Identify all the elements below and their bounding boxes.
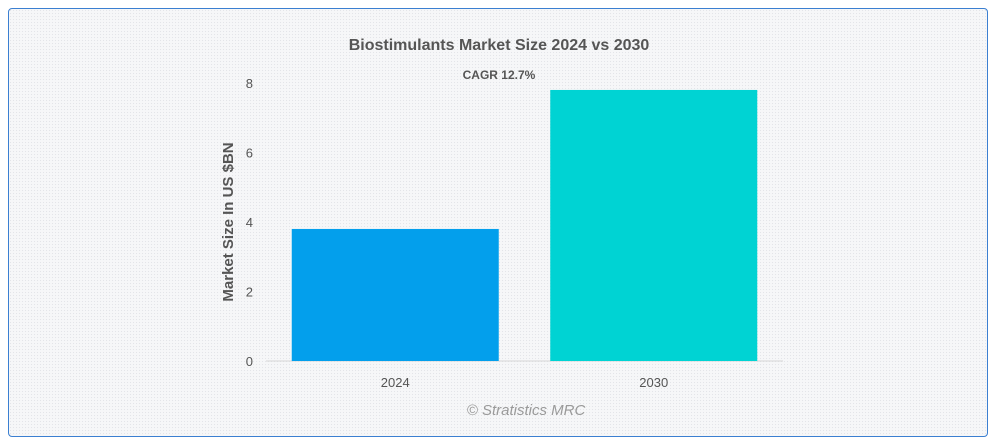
y-tick-label: 2 [246,285,253,300]
chart-frame [8,8,988,437]
y-axis-ticks: 0 2 4 6 8 [246,76,253,369]
bar-2030[interactable] [550,89,758,361]
y-tick-label: 8 [246,76,253,91]
x-axis-ticks: 2024 2030 [381,375,668,390]
y-tick-label: 6 [246,146,253,161]
chart-title: Biostimulants Market Size 2024 vs 2030 [349,37,650,54]
cagr-annotation: CAGR 12.7% [463,68,536,82]
y-tick-label: 0 [246,354,253,369]
bar-2024[interactable] [291,228,499,361]
x-tick-label: 2024 [381,375,410,390]
source-credit: © Stratistics MRC [467,402,586,419]
y-tick-label: 4 [246,215,253,230]
bars-group [291,89,758,361]
x-tick-label: 2030 [639,375,668,390]
y-axis-label: Market Size In US $BN [220,142,237,301]
